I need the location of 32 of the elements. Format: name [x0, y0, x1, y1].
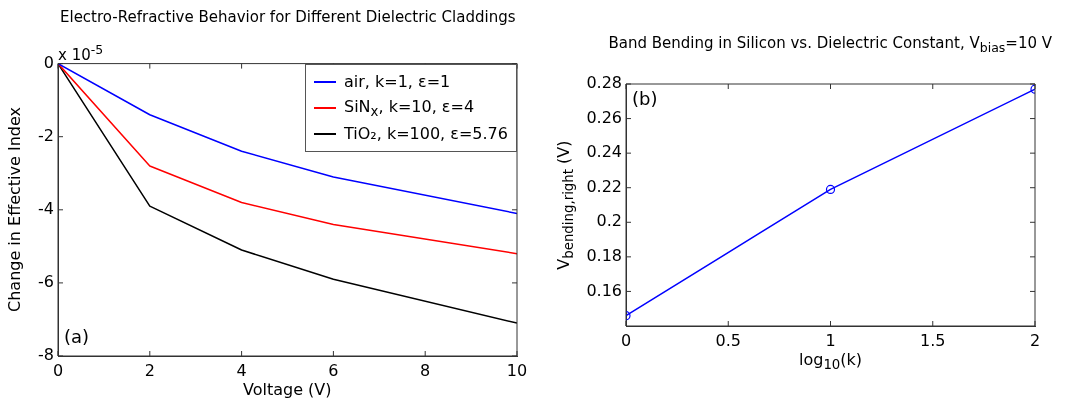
- legend-label: SiN$_{x}$, k=10, ε=4: [344, 96, 475, 119]
- x-tick-label: 8: [420, 360, 431, 380]
- x-tick-label: 2: [1029, 330, 1041, 350]
- y-tick-label: 0.28: [586, 73, 622, 93]
- legend-label: air, k=1, ε=1: [344, 72, 451, 92]
- x-tick-label: 1.5: [920, 330, 946, 350]
- y-tick-label: 0.16: [586, 280, 622, 300]
- x-axis-title: log$_{10}$(k): [799, 350, 863, 373]
- y-tick-label: -8: [38, 345, 54, 365]
- y-tick-label: 0.22: [586, 176, 622, 196]
- y-tick-label: 0.24: [586, 142, 622, 162]
- y-tick-label: -6: [38, 272, 54, 292]
- y-tick-label: -4: [38, 198, 54, 218]
- x-tick-label: 1: [825, 330, 836, 350]
- y-axis-title: Change in Effective Index: [4, 107, 24, 313]
- x-tick-label: 0.5: [715, 330, 741, 350]
- x-tick-label: 10: [506, 360, 528, 380]
- y-tick-label: 0.26: [586, 107, 622, 127]
- text: x 10$^{-5}$: [58, 41, 104, 64]
- legend-label: TiO₂, k=100, ε=5.76: [344, 124, 508, 144]
- x-axis-title: Voltage (V): [243, 380, 332, 399]
- x-tick-label: 2: [144, 360, 155, 380]
- x-tick-label: 4: [236, 360, 247, 380]
- y-tick-label: 0.2: [596, 211, 622, 231]
- y-tick-label: 0.18: [586, 246, 622, 266]
- y-tick-label: 0: [43, 52, 54, 72]
- chart-title: Electro-Refractive Behavior for Different Dielectric Claddings: [60, 8, 516, 26]
- annotation: (b): [632, 88, 658, 109]
- chart-title: Band Bending in Silicon vs. Dielectric Constant, V$_{bias}$=10 V: [608, 34, 1053, 55]
- x-tick-label: 6: [328, 360, 339, 380]
- y-tick-label: -2: [38, 125, 54, 145]
- annotation: (a): [64, 326, 90, 347]
